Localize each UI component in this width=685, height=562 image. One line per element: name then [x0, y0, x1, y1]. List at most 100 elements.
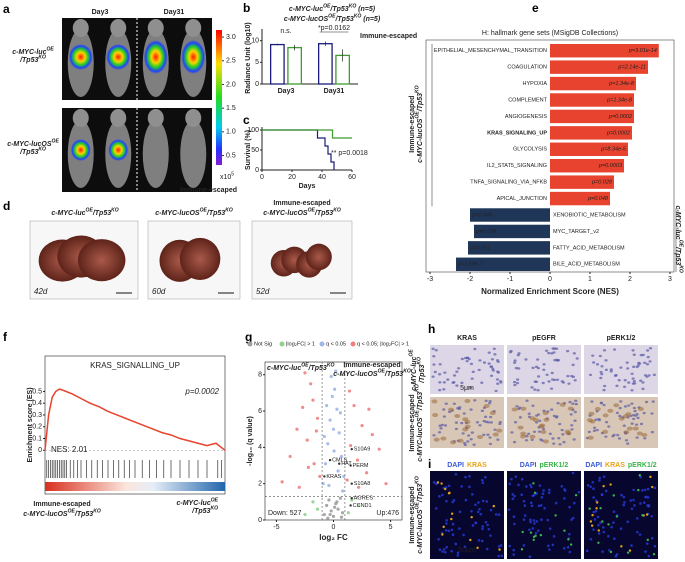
mouse-head: [147, 109, 164, 127]
nucleus: [455, 384, 459, 387]
point: [329, 509, 333, 513]
point: [336, 469, 340, 473]
nucleus: [547, 491, 551, 495]
genotype-label: c-MYC-lucOSOE/Tp53KO: [415, 85, 424, 163]
nucleus: [561, 433, 565, 436]
stain: [588, 507, 591, 510]
channel-title: DAPI pERK1/2: [520, 462, 569, 469]
p-label: p=0.001: [469, 245, 490, 251]
nucleus: [532, 519, 536, 522]
y-tick-label: 4: [258, 444, 262, 451]
nucleus: [573, 410, 577, 414]
genotype-label-part: KO: [327, 363, 335, 369]
bar: [474, 224, 550, 239]
nucleus: [548, 527, 552, 530]
legend-entry: q < 0.05: [326, 341, 346, 347]
nucleus: [494, 513, 498, 516]
genotype-label-part: OE: [211, 498, 219, 504]
nucleus: [560, 484, 564, 488]
nucleus: [445, 522, 448, 525]
nucleus: [627, 404, 631, 407]
point: [331, 514, 336, 518]
nucleus: [552, 442, 556, 445]
nucleus: [566, 374, 570, 378]
genotype-label-part: KO: [415, 384, 421, 392]
nucleus: [556, 359, 561, 362]
stain: [607, 408, 614, 413]
nucleus: [594, 499, 598, 502]
nucleus: [454, 472, 458, 476]
nucleus: [541, 381, 545, 385]
nucleus: [592, 361, 596, 364]
nucleus: [620, 493, 623, 497]
nucleus: [589, 537, 593, 541]
genotype-label-part: OE: [308, 208, 316, 214]
x-axis-title: log₂ FC: [319, 533, 348, 542]
nucleus: [489, 534, 492, 537]
panel-letter: g: [245, 330, 252, 344]
nucleus: [531, 404, 535, 407]
nucleus: [527, 432, 531, 436]
nucleus: [513, 359, 517, 362]
nucleus: [437, 431, 442, 434]
nucleus: [446, 378, 450, 381]
nucleus: [587, 430, 591, 434]
stain: [498, 548, 501, 551]
column-title: pEGFR: [532, 335, 556, 342]
genotype-label-part: /Tp53: [74, 511, 93, 518]
nucleus: [468, 474, 471, 478]
nucleus: [599, 370, 603, 374]
nucleus: [591, 354, 595, 357]
nucleus: [609, 368, 613, 371]
colorbar-tick-label: 2.5: [226, 58, 236, 65]
nucleus: [633, 504, 636, 507]
nucleus: [488, 442, 493, 446]
nucleus: [487, 362, 491, 365]
nucleus: [497, 554, 501, 558]
legend-swatch: [279, 341, 285, 347]
point: [331, 427, 336, 431]
stain: [440, 482, 443, 485]
category-label: MYC_TARGET_v2: [553, 229, 599, 235]
nucleus: [641, 489, 644, 492]
nucleus: [477, 539, 481, 542]
nucleus: [507, 508, 511, 511]
nucleus: [478, 424, 482, 427]
genotype-label-part: OE: [86, 208, 94, 214]
stain: [620, 545, 623, 548]
nucleus: [563, 497, 566, 500]
nucleus: [536, 529, 540, 533]
point: [337, 431, 341, 435]
nucleus: [645, 362, 650, 366]
nucleus: [570, 374, 574, 378]
nucleus: [432, 481, 436, 484]
stain: [476, 434, 483, 439]
nucleus: [626, 442, 630, 445]
nucleus: [443, 424, 448, 427]
stain: [533, 491, 537, 495]
nucleus: [539, 504, 543, 507]
x-tick-label: 3: [668, 276, 672, 283]
genotype-label-part: KO: [333, 208, 341, 214]
genotype-label-part: c-MYC-lucOS: [7, 141, 52, 148]
nucleus: [648, 347, 653, 350]
nucleus: [516, 353, 520, 357]
nucleus: [607, 425, 611, 428]
stain: [625, 412, 632, 417]
p-label: p=0.048: [471, 212, 493, 218]
stain: [565, 431, 572, 436]
stain: [636, 431, 643, 436]
nucleus: [500, 554, 503, 558]
colorbar-tick-label: 2.0: [226, 81, 236, 88]
nucleus: [534, 531, 538, 535]
nucleus: [469, 362, 474, 366]
nucleus: [636, 517, 639, 520]
x-axis-title: Days: [299, 183, 316, 190]
nucleus: [602, 388, 606, 392]
genotype-label-part: KO: [403, 369, 411, 375]
nucleus: [623, 379, 627, 382]
nucleus: [632, 417, 636, 421]
nucleus: [597, 532, 601, 535]
nucleus: [456, 551, 460, 555]
genotype-label-part: /Tp53: [417, 93, 424, 112]
